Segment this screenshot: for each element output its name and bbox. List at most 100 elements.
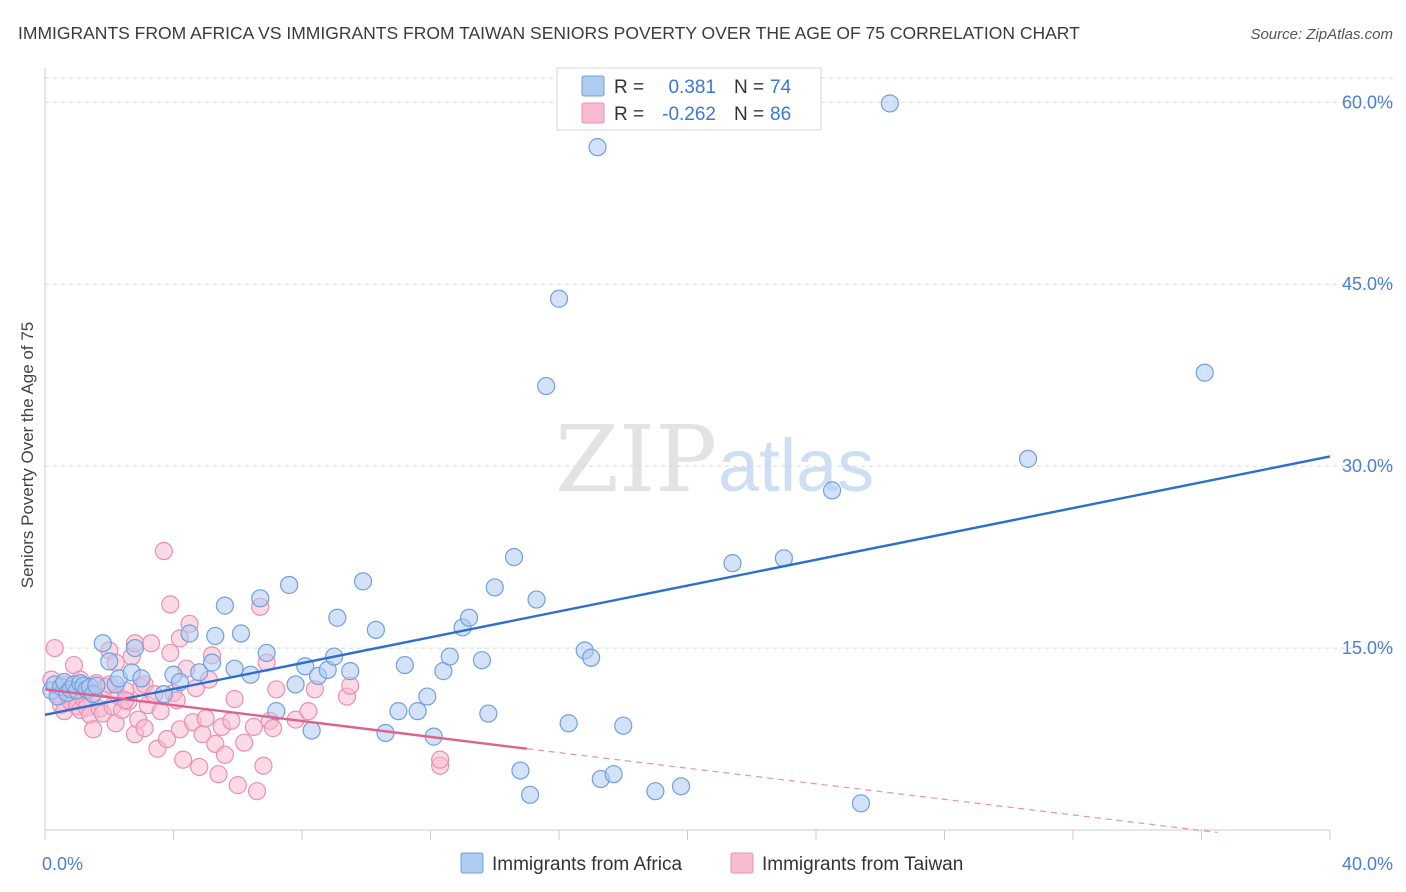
taiwan-r-label: R = <box>614 104 644 125</box>
africa-point <box>93 634 112 653</box>
taiwan-point <box>267 680 286 699</box>
africa-point <box>257 643 276 663</box>
africa-point <box>1195 363 1214 382</box>
taiwan-point <box>209 765 228 784</box>
taiwan-r-value: -0.262 <box>662 104 716 125</box>
africa-point <box>671 777 691 796</box>
africa-trend-line <box>44 455 1331 716</box>
taiwan-point <box>141 634 161 653</box>
africa-r-label: R = <box>614 77 644 98</box>
africa-point <box>485 578 504 597</box>
watermark-atlas: atlas <box>718 424 874 507</box>
africa-point <box>154 685 173 704</box>
africa-point <box>440 647 459 666</box>
africa-point <box>851 794 871 813</box>
africa-n-value: 74 <box>770 77 792 98</box>
source-credit: Source: ZipAtlas.com <box>1250 26 1393 43</box>
africa-legend-swatch <box>581 75 605 97</box>
africa-point <box>395 655 414 675</box>
taiwan-point <box>215 745 234 764</box>
africa-point <box>215 596 234 615</box>
africa-point <box>251 589 270 608</box>
watermark-zip: ZIP <box>555 406 717 513</box>
africa-point <box>389 702 408 721</box>
taiwan-point <box>190 757 209 777</box>
grid-lines <box>45 77 1393 649</box>
africa-point <box>100 652 119 671</box>
africa-point <box>302 721 321 740</box>
africa-point <box>418 687 437 706</box>
africa-point <box>366 620 385 639</box>
taiwan-point <box>154 541 173 561</box>
taiwan-point <box>45 638 64 658</box>
taiwan-point <box>225 689 244 709</box>
africa-point <box>267 702 286 721</box>
africa-r-value: 0.381 <box>668 77 716 98</box>
series-legend: Immigrants from Africa Immigrants from T… <box>460 852 963 875</box>
taiwan-point <box>157 729 177 749</box>
africa-point <box>180 624 199 643</box>
taiwan-point <box>135 719 154 738</box>
taiwan-point <box>235 733 254 752</box>
x-tick-label-max: 40.0% <box>1342 854 1393 874</box>
africa-point <box>549 289 569 308</box>
africa-point <box>604 765 623 784</box>
africa-point <box>520 785 540 804</box>
africa-point <box>511 761 530 780</box>
africa-point <box>353 572 373 591</box>
africa-point <box>822 481 842 500</box>
taiwan-trend-line <box>44 688 528 750</box>
africa-point <box>206 626 225 646</box>
taiwan-point <box>247 782 267 801</box>
trend-lines <box>44 455 1331 834</box>
africa-point <box>582 648 601 667</box>
taiwan-point <box>161 643 180 663</box>
africa-point <box>880 94 899 113</box>
africa-point <box>537 376 556 396</box>
taiwan-point <box>84 720 103 739</box>
africa-point <box>280 575 299 595</box>
taiwan-n-value: 86 <box>770 104 791 125</box>
africa-point <box>614 716 633 735</box>
taiwan-point <box>244 717 263 737</box>
tick-labels: 15.0% 30.0% 45.0% 60.0% 0.0% 40.0% <box>42 92 1393 874</box>
taiwan-point <box>174 750 193 769</box>
africa-point <box>125 638 145 658</box>
zipatlas-watermark: ZIP atlas <box>555 406 874 513</box>
taiwan-legend-swatch <box>581 102 605 124</box>
africa-point <box>504 547 524 567</box>
taiwan-point <box>228 776 247 795</box>
legend-africa-swatch <box>460 852 484 874</box>
taiwan-n-label: N = <box>734 104 764 125</box>
africa-n-label: N = <box>734 77 764 98</box>
africa-point <box>472 651 491 670</box>
africa-point <box>341 662 360 681</box>
taiwan-point <box>263 719 283 738</box>
axes <box>44 68 1331 840</box>
africa-point <box>1018 449 1038 468</box>
legend-taiwan-label: Immigrants from Taiwan <box>762 854 963 875</box>
africa-point <box>190 663 209 682</box>
y-tick-label: 30.0% <box>1342 456 1393 476</box>
taiwan-point <box>161 595 180 614</box>
stats-legend: R = 0.381 N = 74 R = -0.262 N = 86 <box>556 67 822 131</box>
legend-taiwan-swatch <box>730 852 754 874</box>
africa-point <box>132 669 151 688</box>
africa-point <box>646 782 665 801</box>
y-tick-label: 45.0% <box>1342 274 1393 294</box>
africa-point <box>559 714 578 733</box>
taiwan-point <box>196 709 215 728</box>
africa-point <box>328 608 347 627</box>
taiwan-point <box>222 711 241 730</box>
taiwan-trend-extension <box>526 748 1218 834</box>
africa-point <box>87 676 106 695</box>
africa-point <box>286 675 305 694</box>
africa-point <box>723 554 742 573</box>
africa-point <box>479 704 498 723</box>
y-tick-label: 15.0% <box>1342 638 1393 658</box>
x-tick-label-min: 0.0% <box>42 854 83 874</box>
y-axis-label: Seniors Poverty Over the Age of 75 <box>18 322 37 588</box>
africa-point <box>588 138 607 157</box>
legend-africa-label: Immigrants from Africa <box>492 854 682 875</box>
